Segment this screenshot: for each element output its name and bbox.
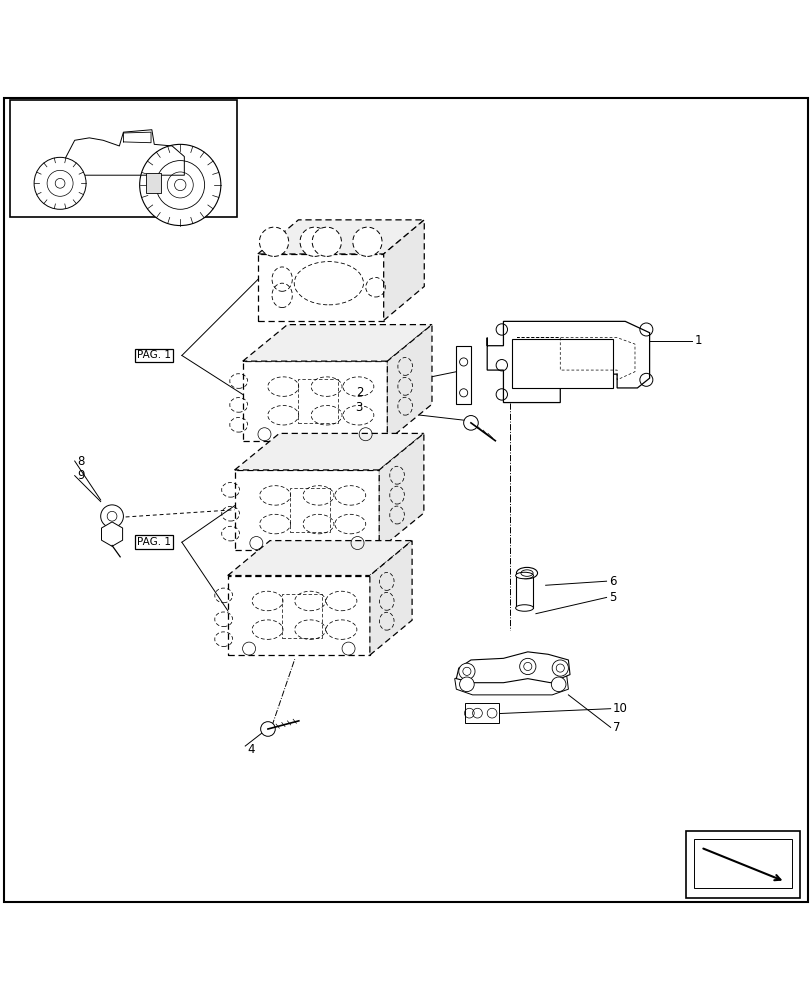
Bar xyxy=(515,576,533,608)
Polygon shape xyxy=(456,652,569,683)
Circle shape xyxy=(101,505,123,528)
Text: 5: 5 xyxy=(608,591,616,604)
Circle shape xyxy=(519,658,535,675)
Bar xyxy=(281,594,321,638)
Polygon shape xyxy=(258,254,384,321)
Bar xyxy=(298,379,337,423)
Polygon shape xyxy=(487,321,649,403)
Polygon shape xyxy=(384,220,424,321)
Polygon shape xyxy=(234,470,379,550)
Text: 1: 1 xyxy=(693,334,701,347)
Polygon shape xyxy=(258,220,424,254)
Text: 8: 8 xyxy=(77,455,84,468)
Text: 9: 9 xyxy=(77,469,84,482)
Circle shape xyxy=(551,660,568,676)
Circle shape xyxy=(353,227,382,256)
Bar xyxy=(511,339,612,388)
Ellipse shape xyxy=(515,605,533,611)
Circle shape xyxy=(34,157,86,209)
Polygon shape xyxy=(370,541,412,655)
Circle shape xyxy=(458,663,474,679)
Polygon shape xyxy=(242,325,431,361)
Text: 7: 7 xyxy=(612,721,620,734)
Circle shape xyxy=(260,722,275,736)
Ellipse shape xyxy=(516,567,537,579)
Bar xyxy=(146,173,161,193)
Polygon shape xyxy=(454,671,568,695)
Circle shape xyxy=(551,677,565,692)
Circle shape xyxy=(300,227,329,256)
Text: 10: 10 xyxy=(612,702,627,715)
Text: 4: 4 xyxy=(247,743,255,756)
Circle shape xyxy=(459,677,474,692)
Polygon shape xyxy=(227,541,412,576)
Circle shape xyxy=(260,227,289,256)
Bar xyxy=(465,703,499,723)
Text: PAG. 1: PAG. 1 xyxy=(137,537,171,547)
Text: 2: 2 xyxy=(355,386,363,399)
Bar xyxy=(456,346,470,404)
Circle shape xyxy=(463,416,478,430)
Polygon shape xyxy=(387,325,431,441)
Text: 3: 3 xyxy=(355,401,363,414)
Text: 6: 6 xyxy=(608,575,616,588)
Text: PAG. 1: PAG. 1 xyxy=(137,350,171,360)
Circle shape xyxy=(139,144,221,226)
Bar xyxy=(290,488,329,532)
Bar xyxy=(10,100,237,217)
Polygon shape xyxy=(227,576,370,655)
Bar xyxy=(693,839,791,888)
Polygon shape xyxy=(379,433,423,550)
Polygon shape xyxy=(242,361,387,441)
Ellipse shape xyxy=(515,572,533,579)
Circle shape xyxy=(312,227,341,256)
Bar xyxy=(685,831,799,898)
Polygon shape xyxy=(234,433,423,470)
